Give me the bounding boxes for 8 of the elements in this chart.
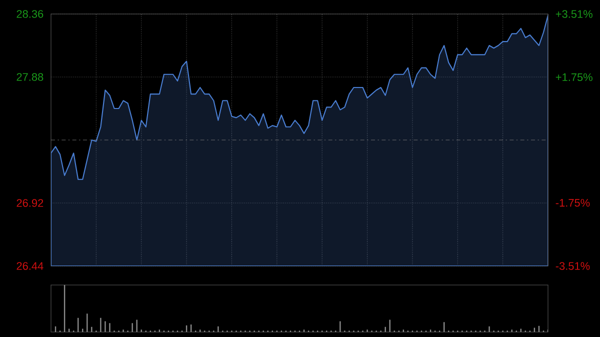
y2-tick-label: +3.51%	[556, 10, 592, 18]
y-tick-label: 26.44	[16, 262, 44, 270]
y2-tick-label: -3.51%	[556, 262, 590, 270]
y2-tick-label: +1.75%	[556, 73, 592, 82]
y-tick-label: 28.36	[16, 10, 44, 18]
y-tick-label: 27.88	[16, 73, 44, 81]
y-tick-label: 26.92	[16, 199, 44, 207]
y2-tick-label: -1.75%	[556, 198, 590, 207]
